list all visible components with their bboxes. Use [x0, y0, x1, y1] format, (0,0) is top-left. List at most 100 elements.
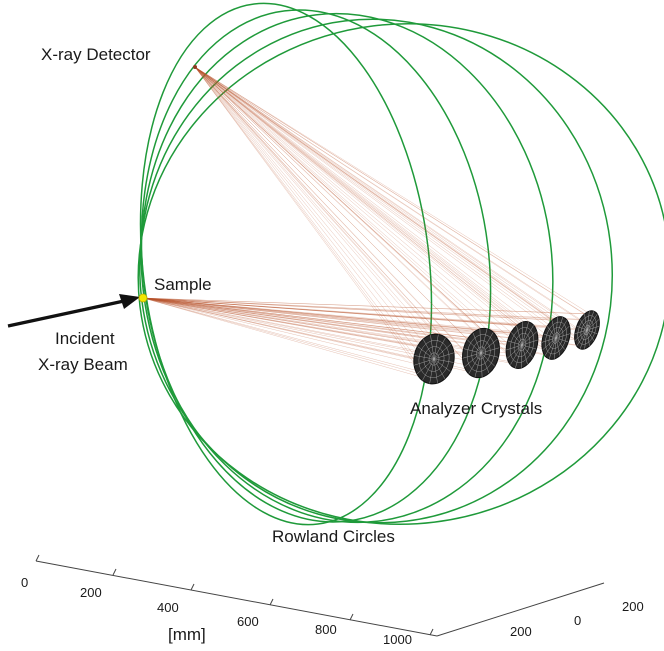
ray-out-7: [194, 66, 429, 339]
y-tick-200-right: 200: [622, 599, 644, 614]
x-tick-800: 800: [315, 622, 337, 637]
sample-label: Sample: [154, 275, 212, 294]
ray-out-15: [194, 66, 466, 354]
ray-out-22: [194, 66, 527, 365]
ray-out-35: [194, 66, 546, 339]
ray-out-23: [194, 66, 519, 365]
x-tick-mark-5: [429, 628, 434, 636]
ray-in-9: [142, 297, 448, 347]
ray-in-8: [142, 297, 440, 339]
ray-out-27: [194, 66, 519, 326]
ray-out-42: [194, 66, 591, 347]
ray-out-19: [194, 66, 494, 341]
ray-out-32: [194, 66, 560, 356]
analyzer-crystals: [413, 310, 600, 385]
ray-in-4: [142, 297, 421, 372]
ray-out-1: [194, 66, 448, 372]
ray-in-15: [142, 297, 466, 354]
ray-in-1: [142, 297, 448, 372]
ray-out-30: [194, 66, 568, 339]
ray-in-45: [142, 297, 578, 331]
incident-label-line1: Incident: [55, 329, 115, 348]
analyzer-crystal-1: [413, 333, 455, 385]
ray-out-25: [194, 66, 510, 346]
rowland-label: Rowland Circles: [272, 527, 395, 546]
ray-in-26: [142, 297, 512, 334]
detector-label: X-ray Detector: [41, 45, 151, 64]
ray-out-39: [194, 66, 566, 328]
ray-out-37: [194, 66, 553, 321]
ray-out-48: [194, 66, 590, 315]
ray-out-34: [194, 66, 548, 350]
x-tick-mark-3: [269, 598, 274, 606]
analyzer-crystal-2: [462, 327, 500, 379]
x-tick-1000: 1000: [383, 632, 412, 647]
ray-in-0: [142, 297, 452, 360]
ray-out-14: [194, 66, 469, 366]
ray-in-22: [142, 297, 526, 365]
ray-out-44: [194, 66, 580, 341]
ray-out-26: [194, 66, 512, 334]
ray-in-48: [142, 297, 590, 315]
ray-in-29: [142, 297, 533, 334]
ray-in-5: [142, 297, 418, 360]
ray-in-46: [142, 297, 580, 321]
ray-fan: [142, 66, 597, 380]
ray-out-29: [194, 66, 533, 334]
ray-in-28: [142, 297, 526, 326]
ray-in-19: [142, 297, 494, 341]
analyzer-crystal-3: [505, 321, 539, 369]
ray-out-31: [194, 66, 566, 350]
ray-in-2: [142, 297, 440, 380]
ray-out-20: [194, 66, 535, 346]
rowland-circle-5: [137, 23, 664, 525]
ray-out-24: [194, 66, 512, 358]
ray-in-7: [142, 297, 429, 339]
ray-in-36: [142, 297, 548, 328]
ray-out-40: [194, 66, 597, 331]
ray-out-0: [194, 66, 452, 360]
crystal-mesh-spoke: [574, 326, 600, 334]
ray-in-17: [142, 297, 477, 333]
ray-out-11: [194, 66, 494, 366]
ray-out-18: [194, 66, 486, 333]
detector-point: [193, 65, 197, 69]
ray-out-28: [194, 66, 527, 326]
ray-out-49: [194, 66, 595, 321]
x-axis-unit: [mm]: [168, 625, 206, 644]
ray-out-3: [194, 66, 429, 380]
ray-out-36: [194, 66, 548, 328]
ray-in-37: [142, 297, 553, 321]
analyzer-label: Analyzer Crystals: [410, 399, 542, 418]
ray-in-30: [142, 297, 568, 339]
ray-out-43: [194, 66, 585, 347]
crystal-mesh-spoke: [541, 333, 571, 343]
ray-in-47: [142, 297, 585, 315]
ray-out-6: [194, 66, 421, 347]
crystal-mesh-spoke: [414, 352, 454, 366]
x-tick-mark-1: [112, 568, 117, 576]
ray-in-6: [142, 297, 421, 347]
x-tick-400: 400: [157, 600, 179, 615]
ray-out-4: [194, 66, 421, 372]
y-tick-200-left: 200: [510, 624, 532, 639]
x-tick-600: 600: [237, 614, 259, 629]
ray-in-39: [142, 297, 565, 328]
ray-out-13: [194, 66, 477, 374]
analyzer-crystal-4: [541, 316, 571, 360]
ray-in-49: [142, 297, 595, 321]
ray-in-38: [142, 297, 560, 321]
ray-in-27: [142, 297, 519, 326]
crystal-mesh-spoke: [506, 339, 538, 351]
x-tick-mark-4: [349, 613, 354, 621]
rowland-circle-1: [139, 2, 433, 526]
ray-out-8: [194, 66, 440, 339]
ray-out-2: [194, 66, 440, 380]
x-axis: 0 200 400 600 800 1000 [mm]: [21, 554, 605, 647]
ray-in-3: [142, 297, 429, 380]
ray-in-44: [142, 297, 580, 341]
x-tick-mark-0: [35, 554, 40, 562]
ray-in-23: [142, 297, 519, 365]
x-tick-200: 200: [80, 585, 102, 600]
